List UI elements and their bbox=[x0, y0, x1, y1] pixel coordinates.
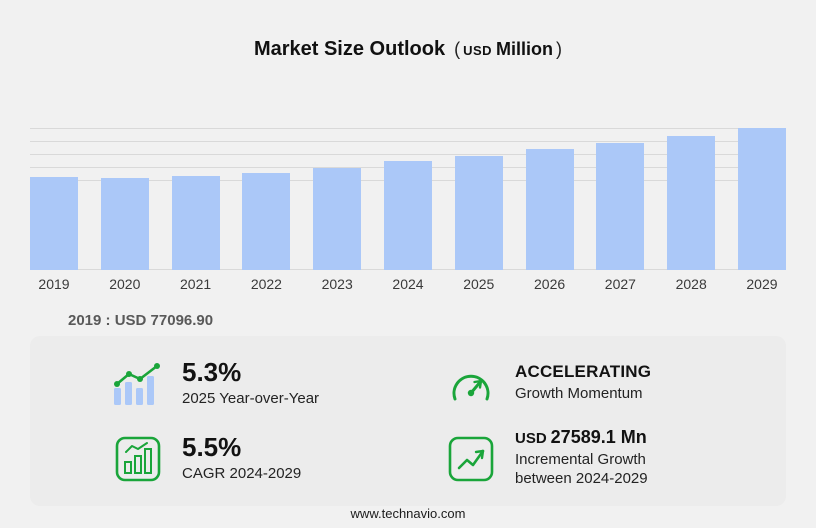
chart-plot-area bbox=[30, 120, 786, 270]
cagr-bar-chart-icon bbox=[110, 435, 166, 483]
stat-cagr-text: 5.5% CAGR 2024-2029 bbox=[182, 433, 301, 483]
momentum-status: ACCELERATING bbox=[515, 362, 652, 382]
stat-momentum-text: ACCELERATING Growth Momentum bbox=[515, 363, 651, 403]
x-label-2026: 2026 bbox=[534, 276, 566, 292]
bar-2019 bbox=[30, 177, 78, 270]
yoy-percentage: 5.3% bbox=[182, 357, 242, 388]
stat-incremental-text: USD 27589.1 Mn Incremental Growth between… bbox=[515, 427, 648, 488]
gridline bbox=[30, 141, 786, 142]
bar-2021 bbox=[171, 176, 220, 270]
x-label-2027: 2027 bbox=[604, 276, 636, 292]
base-year-value-label: 2019 : USD 77096.90 bbox=[68, 312, 214, 329]
title-paren-close: ) bbox=[556, 39, 563, 59]
incremental-value: USD 27589.1 Mn bbox=[515, 427, 648, 448]
stat-cagr: 5.5% CAGR 2024-2029 bbox=[110, 421, 433, 496]
incremental-growth-icon bbox=[443, 435, 499, 483]
stat-incremental-growth: USD 27589.1 Mn Incremental Growth between… bbox=[443, 421, 766, 496]
bar-2026 bbox=[525, 149, 574, 270]
bar-2024 bbox=[383, 161, 432, 270]
gridline bbox=[30, 128, 786, 129]
stat-growth-momentum: ACCELERATING Growth Momentum bbox=[443, 346, 766, 421]
title-paren-open: ( bbox=[454, 39, 461, 59]
x-label-2029: 2029 bbox=[746, 276, 778, 292]
title-unit: Million bbox=[496, 39, 554, 59]
cagr-caption: CAGR 2024-2029 bbox=[182, 464, 302, 482]
page-title: Market Size Outlook (USD Million) bbox=[0, 38, 816, 61]
x-label-2021: 2021 bbox=[180, 276, 212, 292]
title-currency: USD bbox=[463, 43, 493, 58]
website-link: www.technavio.com bbox=[350, 506, 466, 521]
x-label-2022: 2022 bbox=[250, 276, 282, 292]
incremental-currency: USD bbox=[515, 430, 547, 448]
cagr-percentage: 5.5% bbox=[182, 432, 242, 463]
stats-panel: 5.3% 2025 Year-over-Year ACCELERATING Gr… bbox=[30, 336, 786, 506]
speedometer-icon bbox=[443, 363, 499, 405]
title-main: Market Size Outlook bbox=[253, 38, 446, 60]
x-label-2028: 2028 bbox=[675, 276, 707, 292]
incremental-amount: 27589.1 Mn bbox=[550, 427, 647, 448]
yoy-caption: 2025 Year-over-Year bbox=[182, 389, 320, 407]
x-label-2025: 2025 bbox=[463, 276, 495, 292]
stat-yoy-growth: 5.3% 2025 Year-over-Year bbox=[110, 346, 433, 421]
incremental-caption-line2: between 2024-2029 bbox=[515, 469, 648, 487]
bars bbox=[30, 120, 786, 270]
bar-2022 bbox=[242, 173, 291, 270]
x-label-2020: 2020 bbox=[109, 276, 141, 292]
bar-2027 bbox=[596, 143, 645, 270]
incremental-caption-line1: Incremental Growth bbox=[515, 451, 646, 469]
bar-2020 bbox=[100, 178, 149, 270]
bar-2025 bbox=[454, 156, 503, 270]
x-axis-labels: 2019 2020 2021 2022 2023 2024 2025 2026 2027 2028… bbox=[30, 276, 786, 292]
momentum-caption: Growth Momentum bbox=[515, 384, 643, 402]
bar-2028 bbox=[667, 136, 716, 270]
x-label-2023: 2023 bbox=[321, 276, 353, 292]
x-label-2024: 2024 bbox=[392, 276, 424, 292]
gridline bbox=[30, 154, 786, 155]
stat-yoy-text: 5.3% 2025 Year-over-Year bbox=[182, 358, 319, 408]
bar-2029 bbox=[737, 128, 786, 270]
yoy-growth-chart-icon bbox=[110, 361, 166, 407]
bar-2023 bbox=[313, 168, 362, 270]
x-label-2019: 2019 bbox=[38, 276, 70, 292]
